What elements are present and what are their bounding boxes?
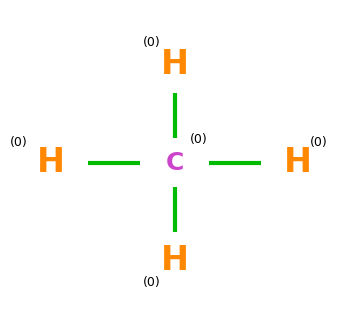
Text: (0): (0) xyxy=(143,36,161,49)
Text: (0): (0) xyxy=(10,136,27,150)
Text: (0): (0) xyxy=(143,276,161,289)
Text: H: H xyxy=(161,243,188,277)
Text: H: H xyxy=(37,146,65,179)
Text: (0): (0) xyxy=(310,136,328,150)
Text: H: H xyxy=(161,48,188,82)
Text: H: H xyxy=(284,146,312,179)
Text: C: C xyxy=(165,150,184,175)
Text: (0): (0) xyxy=(190,133,208,146)
